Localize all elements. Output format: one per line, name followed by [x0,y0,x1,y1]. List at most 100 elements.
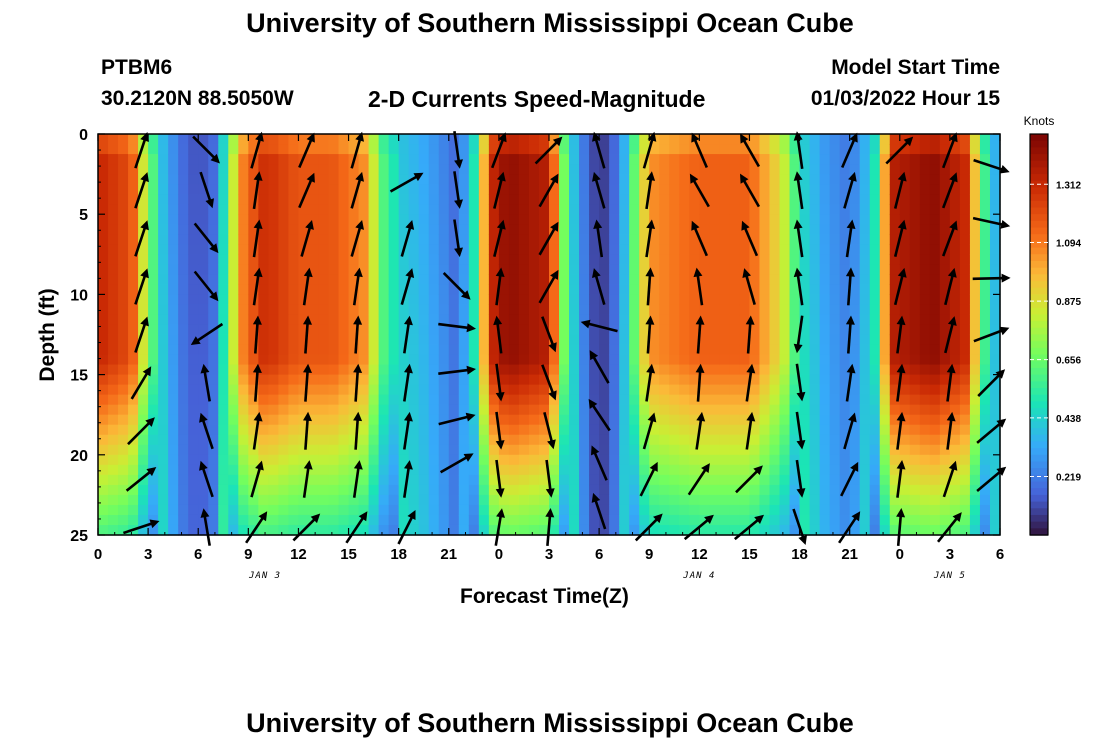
heatmap-cell [869,324,881,336]
heatmap-cell [819,134,831,145]
heatmap-cell [919,264,931,275]
heatmap-cell [288,474,300,486]
heatmap-cell [899,464,911,476]
heatmap-cell [959,374,971,386]
heatmap-cell [178,444,189,456]
heatmap-cell [288,404,300,416]
vector-shaft [843,177,855,209]
heatmap-cell [709,254,720,265]
heatmap-cell [128,254,139,265]
heatmap-cell [508,354,520,366]
heatmap-cell [488,134,500,145]
heatmap-cell [779,374,791,386]
vector-shaft [254,321,259,354]
heatmap-cell [508,464,520,476]
heatmap-cell [508,424,520,436]
heatmap-cell [298,484,310,496]
heatmap-cell [839,474,851,486]
heatmap-cell [619,404,630,416]
current-vector [838,511,861,544]
heatmap-cell [959,424,971,436]
heatmap-cell [579,234,590,245]
heatmap-cell [669,394,680,406]
vector-shaft [741,138,761,168]
heatmap-cell [388,154,400,165]
heatmap-cell [799,324,811,336]
heatmap-cell [709,284,720,295]
vector-shaft [642,137,655,169]
heatmap-cell [208,274,219,285]
heatmap-cell [699,134,710,145]
heatmap-cell [418,284,430,295]
heatmap-cell [549,374,560,386]
heatmap-cell [929,464,941,476]
heatmap-cell [579,284,590,295]
heatmap-cell [619,344,630,356]
vector-arrowhead [949,220,958,231]
heatmap-cell [659,524,670,536]
heatmap-cell [318,224,330,235]
heatmap-cell [589,234,600,245]
heatmap-cell [649,184,660,195]
heatmap-cell [208,184,219,195]
current-vector [740,133,761,168]
heatmap-cell [729,264,741,275]
heatmap-cell [148,384,159,396]
heatmap-cell [318,474,330,486]
heatmap-cell [749,424,761,436]
heatmap-cell [358,344,370,356]
heatmap-cell [158,224,169,235]
colorbar-swatch [1030,307,1048,316]
heatmap-cell [258,294,269,306]
heatmap-cell [669,524,680,536]
heatmap-cell [508,494,520,506]
heatmap-cell [268,404,279,416]
heatmap-cell [408,294,420,306]
heatmap-cell [418,474,430,486]
heatmap-cell [278,294,290,306]
heatmap-cell [809,494,821,506]
heatmap-cell [699,364,710,376]
heatmap-cell [128,394,139,406]
heatmap-cell [518,134,530,145]
heatmap-cell [959,524,971,536]
heatmap-cell [118,384,129,396]
vector-arrowhead [695,315,705,325]
heatmap-cell [128,514,139,526]
heatmap-cell [909,504,921,516]
heatmap-cell [158,164,169,175]
colorbar-swatch [1030,428,1048,436]
heatmap-cell [779,264,791,275]
heatmap-cell [278,464,290,476]
heatmap-cell [308,354,320,366]
heatmap-cell [518,324,530,336]
heatmap-cell [859,234,871,245]
heatmap-cell [819,514,831,526]
vector-arrowhead [793,131,803,141]
heatmap-cell [979,164,991,175]
heatmap-cell [699,304,710,316]
heatmap-cell [478,404,490,416]
heatmap-cell [989,424,1001,436]
heatmap-cell [669,344,680,356]
heatmap-cell [799,414,811,426]
heatmap-cell [759,254,771,265]
heatmap-cell [328,234,340,245]
vector-arrowhead [303,267,313,278]
heatmap-cell [488,504,500,516]
current-vector [589,350,610,384]
heatmap-cell [959,444,971,456]
heatmap-cell [538,494,550,506]
current-vector [896,411,906,450]
heatmap-cell [428,494,440,506]
heatmap-cell [258,304,269,316]
heatmap-cell [218,334,229,346]
heatmap-cell [869,244,881,255]
heatmap-cell [188,394,199,406]
heatmap-cell [859,354,871,366]
heatmap-cell [859,264,871,275]
heatmap-cell [919,514,931,526]
heatmap-cell [438,384,450,396]
heatmap-cell [919,394,931,406]
heatmap-cell [989,164,1001,175]
